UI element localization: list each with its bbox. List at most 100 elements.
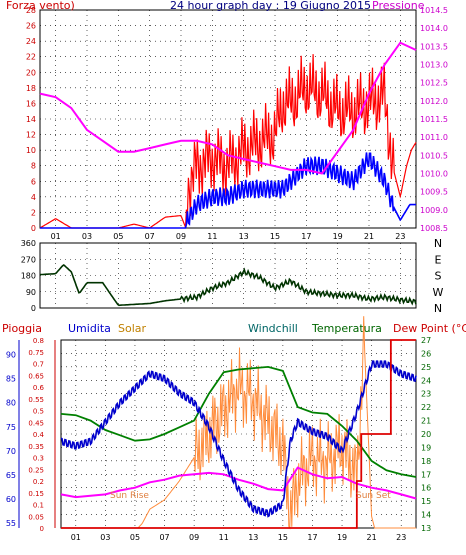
left-tick-label: 16 (26, 99, 36, 108)
x-tick-label: 15 (270, 232, 280, 241)
rain-tick-label: 0.15 (28, 490, 44, 498)
rain-tick-label: 0.7 (33, 361, 44, 369)
right-tick-label: 1010.5 (420, 151, 448, 160)
compass-letter: E (435, 253, 442, 266)
compass-letter: N (434, 302, 442, 315)
x-tick-label: 09 (176, 232, 186, 241)
x-tick-label: 23 (396, 533, 406, 542)
left-tick-label: 12 (26, 131, 36, 140)
label-temperatura: Temperatura (311, 322, 382, 335)
temperature-tick-label: 21 (421, 417, 431, 426)
sunset-label: Sun Set (356, 491, 391, 501)
left-tick-label: 6 (31, 177, 36, 186)
rain-series (61, 339, 416, 529)
temperature-tick-label: 19 (421, 443, 431, 452)
temperature-tick-label: 16 (421, 484, 431, 493)
rain-tick-label: 0.3 (33, 455, 44, 463)
humidity-tick-label: 75 (6, 423, 16, 432)
temperature-tick-label: 20 (421, 430, 431, 439)
x-tick-label: 11 (207, 232, 217, 241)
label-dewpoint: Dew Point (°C) (393, 322, 466, 335)
rain-tick-label: 0.35 (28, 443, 44, 451)
humidity-tick-label: 70 (6, 447, 16, 456)
left-axis-label: Forza vento) (6, 0, 75, 12)
humidity-tick-label: 85 (6, 375, 16, 384)
left-tick-label: 18 (26, 84, 36, 93)
direction-tick-label: 90 (26, 288, 36, 297)
rain-tick-label: 0.75 (28, 349, 44, 357)
x-tick-label: 13 (248, 533, 258, 542)
panel2-series (39, 264, 417, 307)
panel-wind-direction: 0 N 90 W 180 S 270 E 360 N (21, 237, 444, 315)
panel1-ticks: 02468101214161820222426281008.51009.0100… (26, 6, 448, 241)
temperature-tick-label: 17 (421, 470, 431, 479)
x-tick-label: 09 (189, 533, 199, 542)
wind-direction-series (39, 264, 417, 307)
left-tick-label: 0 (31, 224, 36, 233)
x-tick-label: 01 (51, 232, 61, 241)
x-tick-label: 17 (301, 232, 311, 241)
left-tick-label: 4 (31, 193, 36, 202)
x-tick-label: 11 (219, 533, 229, 542)
x-tick-label: 05 (113, 232, 123, 241)
panel2-grid (40, 243, 416, 308)
left-tick-label: 2 (31, 208, 36, 217)
direction-tick-label: 0 (31, 304, 36, 313)
humidity-tick-label: 65 (6, 471, 16, 480)
left-tick-label: 28 (26, 6, 36, 15)
panel3-series (60, 316, 417, 530)
rain-tick-label: 0.1 (33, 502, 44, 510)
left-tick-label: 14 (26, 115, 36, 124)
label-pioggia: Pioggia (2, 322, 42, 335)
right-axis-label: Pressione (372, 0, 425, 12)
right-tick-label: 1011.5 (420, 115, 448, 124)
right-tick-label: 1012.5 (420, 79, 448, 88)
rain-tick-label: 0.45 (28, 419, 44, 427)
left-tick-label: 10 (26, 146, 36, 155)
panel-wind-pressure: 02468101214161820222426281008.51009.0100… (6, 0, 448, 241)
rain-tick-label: 0 (40, 525, 44, 533)
rain-tick-label: 0.65 (28, 372, 44, 380)
temperature-tick-label: 18 (421, 457, 431, 466)
direction-tick-label: 360 (21, 239, 36, 248)
temperature-tick-label: 14 (421, 511, 431, 520)
chart-title: 24 hour graph day : 19 Giugno 2015 (170, 0, 371, 12)
label-windchill: Windchill (248, 322, 298, 335)
pressure-series (39, 41, 417, 175)
x-tick-label: 13 (239, 232, 249, 241)
humidity-tick-label: 60 (6, 495, 16, 504)
left-tick-label: 26 (26, 22, 36, 31)
temperature-tick-label: 25 (421, 363, 431, 372)
temperature-tick-label: 26 (421, 349, 431, 358)
compass-letter: W (433, 286, 444, 299)
panel2-frame (39, 242, 417, 309)
x-tick-label: 21 (367, 533, 377, 542)
left-tick-label: 24 (26, 37, 36, 46)
x-tick-label: 01 (71, 533, 81, 542)
panel2-ticks: 0 N 90 W 180 S 270 E 360 N (21, 237, 444, 315)
compass-letter: N (434, 237, 442, 250)
right-tick-label: 1014.0 (420, 24, 448, 33)
temperature-tick-label: 23 (421, 390, 431, 399)
humidity-tick-label: 80 (6, 399, 16, 408)
right-tick-label: 1008.5 (420, 224, 448, 233)
x-tick-label: 03 (82, 232, 92, 241)
x-tick-label: 19 (333, 232, 343, 241)
x-tick-label: 21 (364, 232, 374, 241)
sunrise-label: Sun Rise (110, 491, 149, 501)
rain-tick-label: 0.25 (28, 466, 44, 474)
right-tick-label: 1013.5 (420, 42, 448, 51)
right-tick-label: 1009.5 (420, 188, 448, 197)
x-tick-label: 07 (159, 533, 169, 542)
panel3-legend: Pioggia Umidita Solar Windchill Temperat… (2, 322, 466, 335)
rain-tick-label: 0.6 (33, 384, 45, 392)
average-wind-series (40, 152, 416, 229)
rain-tick-label: 0.8 (33, 337, 44, 345)
left-tick-label: 8 (31, 162, 36, 171)
temperature-series (60, 365, 417, 478)
right-tick-label: 1012.0 (420, 97, 448, 106)
temperature-tick-label: 15 (421, 497, 431, 506)
right-tick-label: 1010.0 (420, 170, 448, 179)
panel-temp-humidity: 55 60 65 70 75 80 85 90 0 0.05 0.1 0.15 0.2 0.25 0.3 0.… (6, 316, 431, 542)
